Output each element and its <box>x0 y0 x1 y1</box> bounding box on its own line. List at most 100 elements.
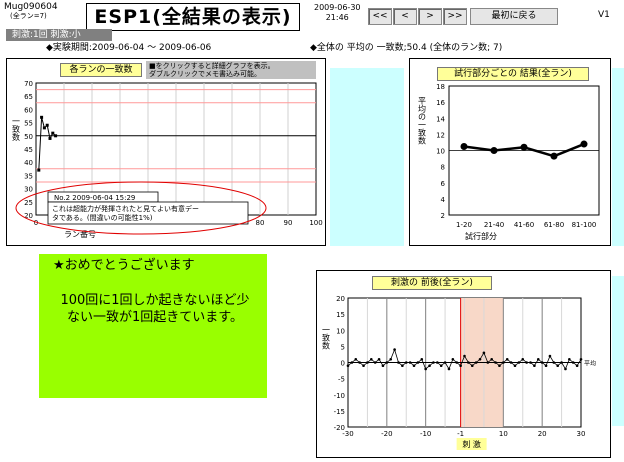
run-point <box>54 134 57 137</box>
stimulus-point <box>556 364 559 367</box>
run-point <box>37 169 40 172</box>
x-tick-label: -1 <box>457 430 464 438</box>
tooltip-line2: これは超能力が発揮されたと見てよい有意デー <box>52 204 199 213</box>
stimulus-point <box>479 358 482 361</box>
nav-first-button[interactable]: << <box>368 8 392 25</box>
y-tick-label: -10 <box>334 392 345 400</box>
stimulus-point <box>393 348 396 351</box>
stimulus-point <box>487 361 490 364</box>
x-tick-label: -10 <box>420 430 431 438</box>
stimulus-point <box>413 364 416 367</box>
stimulus-point <box>424 368 427 371</box>
x-tick-label: 30 <box>577 430 586 438</box>
x-axis-label: 刺 激 <box>462 439 481 449</box>
stimulus-point <box>347 364 350 367</box>
congrats-panel <box>39 254 267 398</box>
y-tick-label: 65 <box>24 93 33 101</box>
stimulus-point <box>358 361 361 364</box>
y-tick-label: 25 <box>24 199 33 207</box>
stimulus-point <box>362 364 365 367</box>
stimulus-point <box>560 361 563 364</box>
stimulus-point <box>374 361 377 364</box>
y-tick-label: 20 <box>336 295 345 303</box>
stimulus-point <box>568 358 571 361</box>
stimulus-point <box>354 358 357 361</box>
tooltip-line1: No.2 2009-06-04 15:29 <box>54 194 135 202</box>
stimulus-point <box>386 361 389 364</box>
chart-runs: 706560555045403530252008090100一致数ラン番号No.… <box>6 58 324 244</box>
stimulus-point <box>521 358 524 361</box>
segment-point <box>461 143 468 150</box>
cyan-side-panel <box>612 68 624 246</box>
stimulus-point <box>370 358 373 361</box>
nav-last-button[interactable]: >> <box>443 8 467 25</box>
stimulus-point <box>580 358 583 361</box>
x-tick-label: 1-20 <box>456 221 472 229</box>
stimulus-point <box>514 364 517 367</box>
stimulus-point <box>463 355 466 358</box>
overall-average: ◆全体の 平均の 一致数;50.4 (全体のラン数; 7) <box>310 43 502 54</box>
y-tick-label: 5 <box>341 343 345 351</box>
y-tick-label: 60 <box>24 106 33 114</box>
nav-next-button[interactable]: > <box>418 8 442 25</box>
stimulus-point <box>506 358 509 361</box>
y-tick-label: 55 <box>24 120 33 128</box>
stimulus-point <box>475 361 478 364</box>
x-tick-label: 20 <box>538 430 547 438</box>
stimulus-point <box>494 361 497 364</box>
stimulus-point <box>537 358 540 361</box>
stimulus-point <box>502 361 505 364</box>
tooltip-line3: タである。(間違いの可能性1%) <box>52 213 153 222</box>
stimulus-point <box>366 361 369 364</box>
version-label: V1 <box>598 10 610 20</box>
y-tick-label: -15 <box>334 408 345 416</box>
segment-point <box>581 141 588 148</box>
run-point <box>51 132 54 135</box>
y-tick-label: -5 <box>338 376 345 384</box>
y-axis-label: 一致数 <box>12 117 21 142</box>
x-tick-label: 90 <box>284 219 293 227</box>
congrats-line1: 100回に1回しか起きないほど少 <box>44 292 266 309</box>
stimulus-point <box>444 361 447 364</box>
stimulus-point <box>452 358 455 361</box>
stimulus-point <box>576 364 579 367</box>
time-label: 21:46 <box>314 13 361 23</box>
back-to-start-button[interactable]: 最初に戻る <box>470 8 558 25</box>
y-axis-label: 一致数 <box>322 326 331 351</box>
stimulus-point <box>401 364 404 367</box>
y-tick-label: 35 <box>24 172 33 180</box>
congrats-line2: ない一致が1回起きています。 <box>44 309 266 326</box>
page-title: ESP1(全結果の表示) <box>86 3 300 31</box>
stimulus-point <box>533 364 536 367</box>
y-tick-label: 70 <box>24 80 33 88</box>
y-tick-label: 20 <box>24 212 33 220</box>
app-subtitle: (全ラン=7) <box>10 12 47 20</box>
stimulus-point <box>490 358 493 361</box>
stimulus-point <box>549 355 552 358</box>
congrats-title: ★おめでとうございます <box>53 258 195 274</box>
stimulus-point <box>405 361 408 364</box>
y-tick-label: 8 <box>441 164 445 172</box>
stimulus-point <box>471 364 474 367</box>
y-axis-label: 平均の一致数 <box>418 97 427 146</box>
stimulus-point <box>351 361 354 364</box>
y-tick-label: 10 <box>436 148 445 156</box>
x-axis-label: 試行部分 <box>465 231 497 241</box>
stimulus-point <box>518 361 521 364</box>
y-tick-label: 18 <box>436 83 445 91</box>
stimulus-point <box>483 352 486 355</box>
segment-point <box>491 147 498 154</box>
cyan-side-panel <box>330 68 404 246</box>
y-tick-label: 12 <box>436 131 445 139</box>
x-tick-label: 100 <box>309 219 322 227</box>
y-tick-label: 16 <box>436 99 445 107</box>
y-tick-label: 14 <box>436 115 445 123</box>
stimulus-point <box>541 361 544 364</box>
experiment-period: ◆実験期間:2009-06-04 ～ 2009-06-06 <box>46 43 211 54</box>
stimulus-point <box>436 361 439 364</box>
x-tick-label: 21-40 <box>484 221 504 229</box>
cyan-side-panel <box>612 276 624 426</box>
y-tick-label: 0 <box>341 360 345 368</box>
y-tick-label: 45 <box>24 146 33 154</box>
nav-prev-button[interactable]: < <box>393 8 417 25</box>
